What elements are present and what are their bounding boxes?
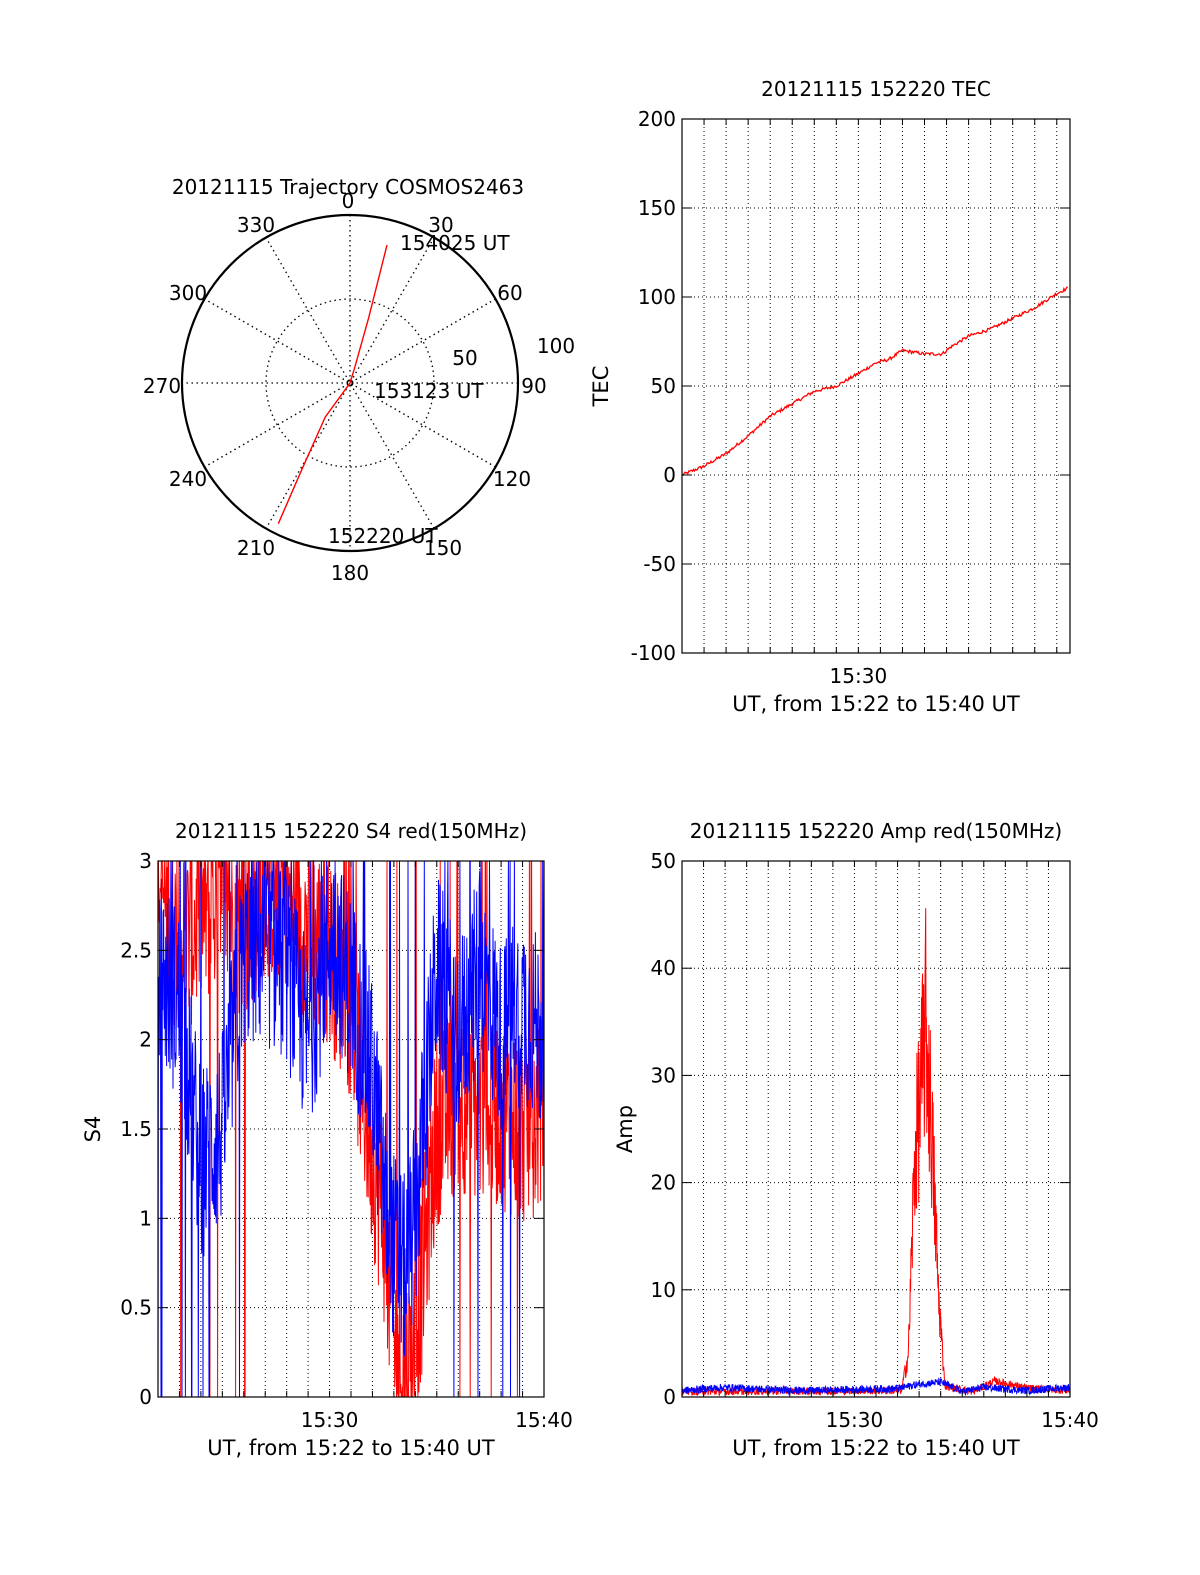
trajectory-time-label: 153123 UT — [374, 379, 484, 403]
tec-x-axis-label: UT, from 15:22 to 15:40 UT — [732, 692, 1020, 716]
polar-azimuth-label: 0 — [342, 189, 355, 213]
polar-azimuth-label: 120 — [493, 467, 531, 491]
tec-title: 20121115 152220 TEC — [761, 77, 991, 101]
polar-azimuth-label: 330 — [237, 213, 275, 237]
amp-panel: 20121115 152220 Amp red(150MHz) 0 10 20 30 40… — [613, 819, 1099, 1460]
polar-azimuth-label: 150 — [424, 536, 462, 560]
amp-title: 20121115 152220 Amp red(150MHz) — [690, 819, 1062, 843]
s4-series-blue — [157, 860, 545, 1398]
trajectory-line — [277, 244, 388, 524]
trajectory-time-label: 154025 UT — [400, 231, 510, 255]
polar-azimuth-label: 210 — [237, 536, 275, 560]
tec-y-tick-label: 100 — [638, 285, 676, 309]
polar-azimuth-label: 30 — [428, 213, 453, 237]
s4-panel: 20121115 152220 S4 red(150MHz) 0 0.5 1 1.5 2 2… — [81, 819, 573, 1460]
amp-y-axis-label: Amp — [613, 1105, 637, 1153]
s4-title: 20121115 152220 S4 red(150MHz) — [175, 819, 527, 843]
tec-x-tick-label: 15:30 — [830, 664, 888, 688]
s4-y-tick-label: 2.5 — [120, 938, 152, 962]
amp-y-tick-label: 20 — [651, 1171, 676, 1195]
amp-x-tick-label: 15:30 — [826, 1408, 884, 1432]
polar-grid-spoke — [265, 237, 435, 529]
tec-panel: 20121115 152220 TEC -100 -50 0 50 100 150 200 15… — [589, 77, 1071, 716]
amp-y-tick-label: 50 — [651, 849, 676, 873]
tec-y-axis-label: TEC — [589, 366, 613, 408]
polar-radial-label: 50 — [452, 346, 477, 370]
tec-y-tick-label: -100 — [631, 641, 676, 665]
amp-x-tick-label: 15:40 — [1041, 1408, 1099, 1432]
tec-y-tick-label: 150 — [638, 196, 676, 220]
tec-y-tick-label: 200 — [638, 107, 676, 131]
s4-x-tick-label: 15:30 — [301, 1408, 359, 1432]
trajectory-time-label: 152220 UT — [328, 524, 438, 548]
s4-y-tick-label: 0 — [139, 1385, 152, 1409]
amp-y-tick-label: 10 — [651, 1278, 676, 1302]
s4-y-tick-label: 3 — [139, 849, 152, 873]
polar-azimuth-label: 60 — [497, 281, 522, 305]
polar-title: 20121115 Trajectory COSMOS2463 — [172, 175, 524, 199]
polar-radial-label: 100 — [537, 334, 575, 358]
s4-y-tick-label: 0.5 — [120, 1296, 152, 1320]
polar-grid-spoke — [265, 237, 435, 529]
s4-y-tick-label: 1.5 — [120, 1117, 152, 1141]
s4-x-axis-label: UT, from 15:22 to 15:40 UT — [207, 1436, 495, 1460]
s4-y-tick-label: 2 — [139, 1028, 152, 1052]
tec-y-tick-label: -50 — [643, 552, 676, 576]
polar-azimuth-label: 300 — [169, 281, 207, 305]
polar-azimuth-label: 240 — [169, 467, 207, 491]
s4-x-tick-label: 15:40 — [515, 1408, 573, 1432]
polar-azimuth-label: 270 — [143, 374, 181, 398]
polar-grid-spoke — [204, 298, 496, 468]
polar-azimuth-label: 90 — [521, 374, 546, 398]
polar-grid-spoke — [204, 298, 496, 468]
amp-y-tick-label: 40 — [651, 956, 676, 980]
tec-plot-frame — [681, 118, 1071, 654]
tec-y-tick-label: 50 — [651, 374, 676, 398]
polar-center-marker — [346, 379, 354, 387]
tec-series-red — [681, 286, 1068, 477]
polar-grid-circle-50 — [265, 298, 435, 468]
amp-y-tick-label: 30 — [651, 1063, 676, 1087]
s4-y-tick-label: 1 — [139, 1206, 152, 1230]
s4-y-axis-label: S4 — [81, 1116, 105, 1143]
amp-x-axis-label: UT, from 15:22 to 15:40 UT — [732, 1436, 1020, 1460]
tec-y-tick-label: 0 — [663, 463, 676, 487]
amp-y-tick-label: 0 — [663, 1385, 676, 1409]
polar-azimuth-label: 180 — [331, 561, 369, 585]
